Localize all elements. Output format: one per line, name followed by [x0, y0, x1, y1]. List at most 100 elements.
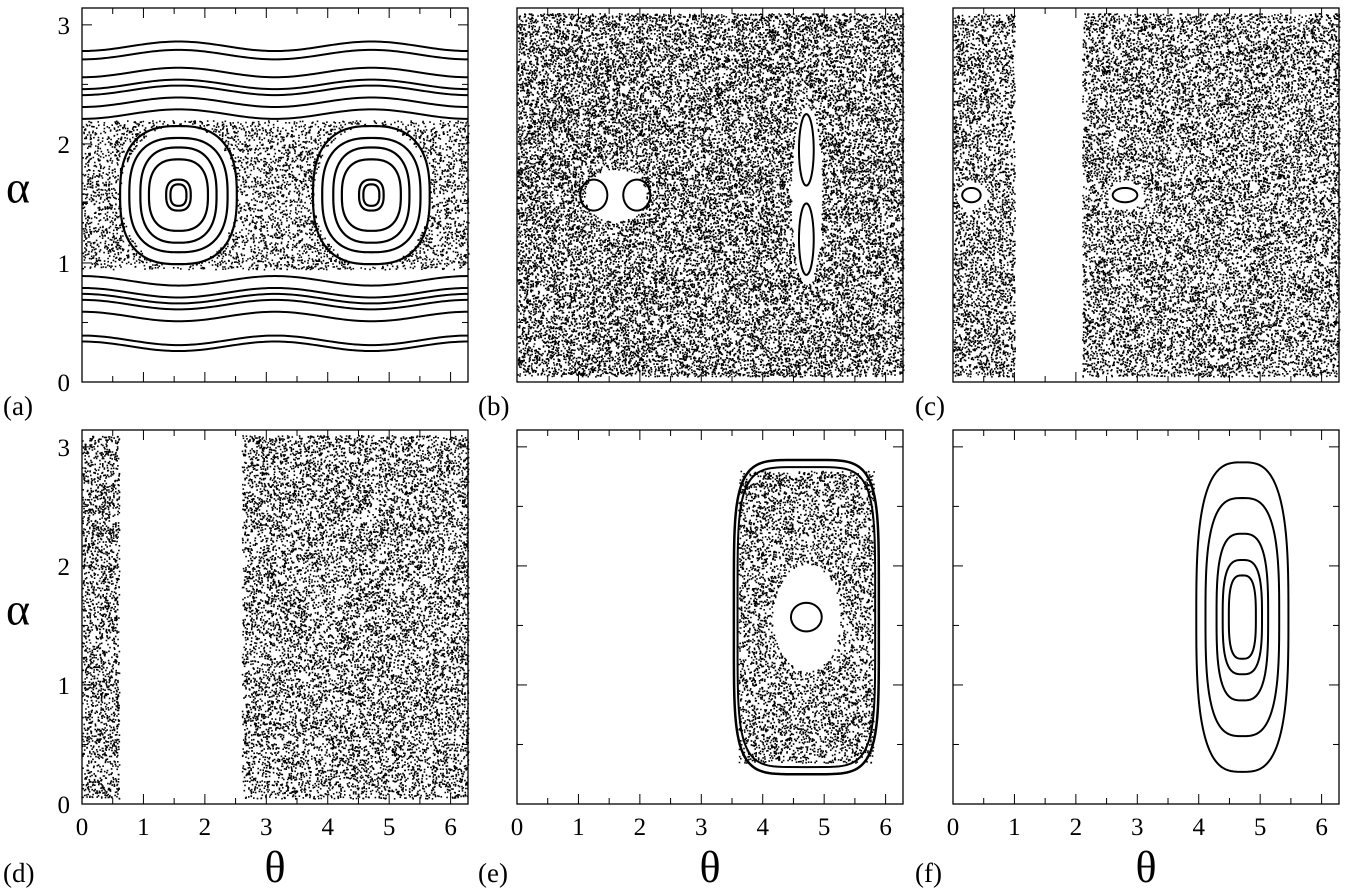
invariant-curve	[81, 66, 469, 79]
island-orbit	[139, 146, 218, 244]
x-tick-label: 0	[76, 814, 89, 841]
plot-content	[732, 458, 881, 776]
regular-orbit	[1221, 558, 1264, 676]
x-tick-label: 4	[321, 814, 334, 841]
island-orbit	[579, 178, 609, 212]
regular-orbit	[1195, 461, 1290, 773]
invariant-curve	[81, 96, 469, 109]
x-tick-label: 4	[1192, 814, 1205, 841]
invariant-curve	[81, 108, 469, 120]
island-orbit	[118, 124, 238, 266]
x-tick-label: 1	[572, 814, 585, 841]
y-tick-label: 1	[58, 673, 71, 700]
island-orbit	[169, 183, 188, 207]
y-axis-title: α	[6, 583, 30, 634]
island-orbit	[147, 158, 210, 232]
x-tick-label: 6	[1315, 814, 1328, 841]
x-tick-label: 0	[947, 814, 960, 841]
plot-frame	[516, 7, 904, 383]
plot-content	[953, 13, 1341, 378]
plot-frame	[952, 7, 1340, 383]
panel-a: 0 1 2 3 α (a)	[3, 7, 470, 421]
island-orbit	[362, 183, 381, 207]
invariant-curve	[81, 48, 469, 61]
invariant-curve	[81, 78, 469, 91]
y-tick-label: 0	[58, 792, 71, 819]
plot-content	[517, 13, 905, 378]
x-tick-label: 2	[1070, 814, 1083, 841]
plot-frame	[81, 7, 469, 383]
regular-orbit	[1227, 574, 1257, 660]
x-tick-label: 5	[383, 814, 396, 841]
chaotic-sea-points	[82, 435, 470, 800]
invariant-curve	[81, 275, 469, 287]
x-tick-label: 1	[1008, 814, 1021, 841]
x-axis-title: θ	[699, 843, 720, 892]
island-orbit	[311, 124, 431, 266]
plot-frame	[952, 429, 1340, 805]
y-tick-label: 3	[58, 13, 71, 40]
boundary-orbit	[736, 466, 877, 769]
panel-f: 0 1 2 3 4 5 6 θ (f)	[915, 429, 1340, 892]
panel-b: (b)	[478, 7, 905, 421]
x-tick-label: 1	[137, 814, 150, 841]
plot-content	[82, 435, 470, 800]
invariant-curve	[81, 292, 469, 305]
regular-orbit	[1204, 497, 1281, 738]
x-tick-label: 2	[199, 814, 212, 841]
panel-label: (b)	[478, 391, 509, 421]
island-orbit	[622, 178, 652, 212]
x-tick-label: 4	[756, 814, 769, 841]
y-axis-title: α	[6, 161, 30, 212]
x-tick-label: 0	[511, 814, 524, 841]
invariant-curve	[81, 340, 469, 353]
island-orbit	[1111, 186, 1139, 204]
chaotic-sea-points	[953, 13, 1341, 378]
panel-label: (a)	[3, 391, 33, 421]
invariant-curve	[81, 40, 469, 53]
x-tick-label: 3	[695, 814, 708, 841]
island-orbit	[789, 601, 823, 633]
invariant-curve	[81, 286, 469, 299]
x-tick-label: 3	[1131, 814, 1144, 841]
island-orbit	[797, 113, 815, 187]
plot-frame	[516, 429, 904, 805]
x-tick-label: 6	[444, 814, 457, 841]
invariant-curve	[81, 84, 469, 97]
island-orbit	[340, 158, 402, 232]
x-tick-label: 6	[879, 814, 892, 841]
y-tick-label: 0	[58, 370, 71, 397]
panel-e: 0 1 2 3 4 5 6 θ (e)	[478, 429, 904, 892]
island-orbit	[165, 178, 192, 212]
plot-content	[81, 40, 470, 353]
chaotic-sea-points	[517, 13, 905, 378]
island-orbit	[797, 202, 815, 276]
regular-orbit	[1215, 532, 1270, 702]
panel-label: (d)	[3, 858, 34, 888]
x-tick-label: 5	[818, 814, 831, 841]
x-axis-title: θ	[1135, 843, 1156, 892]
invariant-curve	[81, 310, 469, 323]
panel-d: 0 1 2 3 4 5 6 0 1 2 3 α θ (d)	[3, 429, 470, 892]
x-tick-label: 5	[1254, 814, 1267, 841]
panel-c: (c)	[915, 7, 1341, 421]
invariant-curve	[81, 334, 469, 347]
x-tick-label: 3	[260, 814, 273, 841]
y-tick-label: 1	[58, 251, 71, 278]
island-orbit	[332, 146, 411, 244]
panel-label: (f)	[915, 858, 942, 888]
x-axis-title: θ	[264, 843, 285, 892]
island-orbit	[357, 178, 385, 212]
panel-label: (e)	[478, 858, 508, 888]
plot-frame	[81, 429, 469, 805]
island-orbit	[321, 136, 422, 254]
chaotic-layer-points	[738, 470, 875, 764]
panel-label: (c)	[915, 391, 945, 421]
y-tick-label: 2	[58, 554, 71, 581]
boundary-orbit	[732, 458, 881, 776]
island-orbit	[961, 186, 982, 204]
y-tick-label: 3	[58, 435, 71, 462]
invariant-curve	[81, 298, 469, 311]
x-tick-label: 2	[634, 814, 647, 841]
